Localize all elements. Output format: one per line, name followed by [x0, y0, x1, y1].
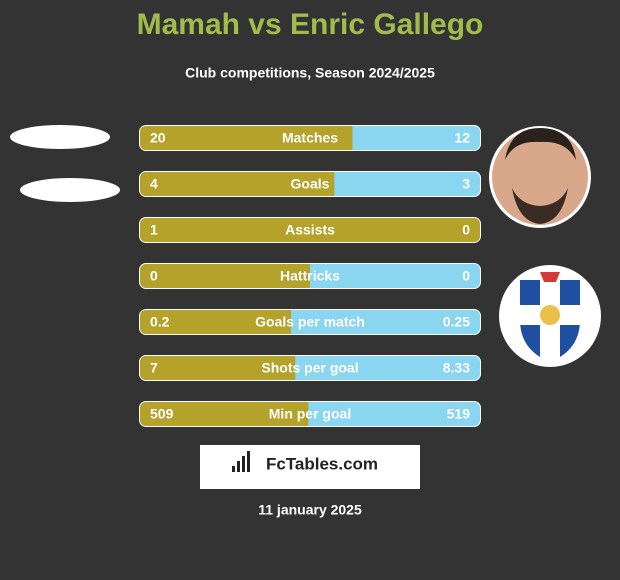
logo-box: FcTables.com — [200, 445, 420, 489]
subtitle: Club competitions, Season 2024/2025 — [185, 65, 435, 81]
title: Mamah vs Enric Gallego — [137, 8, 484, 41]
left-bar — [140, 126, 353, 150]
left-bar — [140, 264, 310, 288]
left-value: 7 — [150, 360, 158, 376]
player-photo — [489, 126, 591, 228]
right-value: 3 — [462, 176, 470, 192]
left-value: 1 — [150, 222, 158, 238]
stat-label: Goals — [291, 176, 330, 192]
logo-text: FcTables.com — [266, 454, 378, 473]
left-bar — [140, 356, 296, 380]
right-value: 0 — [462, 222, 470, 238]
stat-label: Goals per match — [255, 314, 365, 330]
stat-label: Min per goal — [269, 406, 351, 422]
left-value: 509 — [150, 406, 174, 422]
right-value: 519 — [447, 406, 471, 422]
placeholder-ellipse — [20, 178, 120, 202]
left-value: 0 — [150, 268, 158, 284]
placeholder-ellipse — [10, 125, 110, 149]
left-value: 4 — [150, 176, 158, 192]
stat-label: Matches — [282, 130, 338, 146]
stat-label: Assists — [285, 222, 335, 238]
right-value: 0 — [462, 268, 470, 284]
left-bar — [140, 218, 480, 242]
stat-label: Hattricks — [280, 268, 340, 284]
stat-label: Shots per goal — [261, 360, 358, 376]
right-value: 8.33 — [443, 360, 470, 376]
left-value: 20 — [150, 130, 166, 146]
right-value: 12 — [454, 130, 470, 146]
left-bar — [140, 172, 335, 196]
left-value: 0.2 — [150, 314, 170, 330]
left-bar — [140, 402, 309, 426]
club-logo — [499, 265, 601, 367]
right-value: 0.25 — [443, 314, 470, 330]
left-bar — [140, 310, 292, 334]
date: 11 january 2025 — [258, 502, 362, 518]
